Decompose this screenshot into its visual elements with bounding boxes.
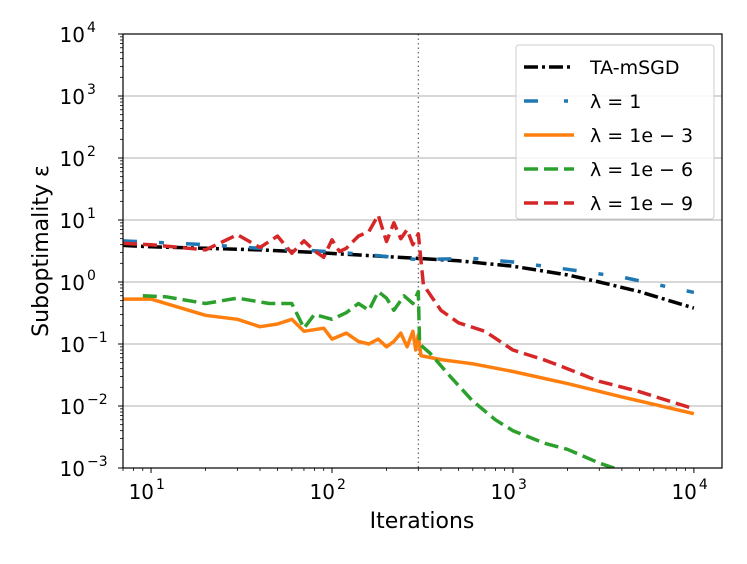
x-tick-exponent: 4: [699, 477, 708, 493]
series-line-3: [142, 289, 620, 468]
legend-box: [515, 44, 715, 220]
y-tick-label: 10: [60, 147, 85, 171]
legend: TA-mSGD λ = 1 λ = 1e − 3 λ = 1e − 6 λ = 1e −…: [515, 44, 715, 220]
y-axis-label: Suboptimality ε: [29, 165, 54, 337]
x-tick-exponent: 2: [337, 477, 346, 493]
x-tick-label: 10: [129, 480, 154, 504]
y-tick-exponent: 2: [87, 144, 96, 160]
y-tick-exponent: 1: [87, 206, 96, 222]
y-tick-exponent: 3: [87, 82, 96, 98]
series-group: [123, 213, 695, 468]
legend-label-4: λ = 1e − 9: [590, 193, 693, 215]
y-tick-label: 10: [60, 271, 85, 295]
y-tick-label: 10: [60, 333, 85, 357]
y-tick-exponent: 0: [87, 268, 96, 284]
legend-label-1: λ = 1: [590, 91, 641, 113]
x-axis-label: Iterations: [370, 509, 475, 534]
series-line-1: [123, 239, 695, 295]
x-tick-exponent: 3: [518, 477, 527, 493]
y-tick-label: 10: [60, 457, 85, 481]
y-tick-label: 10: [60, 85, 85, 109]
x-tick-exponent: 1: [156, 477, 165, 493]
y-tick-exponent: 4: [87, 20, 96, 36]
y-tick-exponent: −3: [87, 454, 108, 470]
series-line-2: [123, 297, 695, 416]
x-tick-label: 10: [671, 480, 696, 504]
plot-frame: [122, 33, 723, 469]
legend-label-2: λ = 1e − 3: [590, 125, 693, 147]
y-tick-label: 10: [60, 395, 85, 419]
legend-label-0: TA-mSGD: [589, 57, 680, 79]
legend-label-3: λ = 1e − 6: [590, 159, 693, 181]
series-line-4: [123, 213, 695, 411]
y-tick-label: 10: [60, 209, 85, 233]
x-axis-ticks: 10 1 10 2 10 3 10 4: [122, 468, 708, 504]
y-tick-exponent: −2: [87, 392, 108, 408]
y-tick-exponent: −1: [87, 330, 108, 346]
y-tick-label: 10: [60, 23, 85, 47]
grid-lines: [123, 33, 722, 469]
x-tick-label: 10: [310, 480, 335, 504]
x-tick-label: 10: [490, 480, 515, 504]
